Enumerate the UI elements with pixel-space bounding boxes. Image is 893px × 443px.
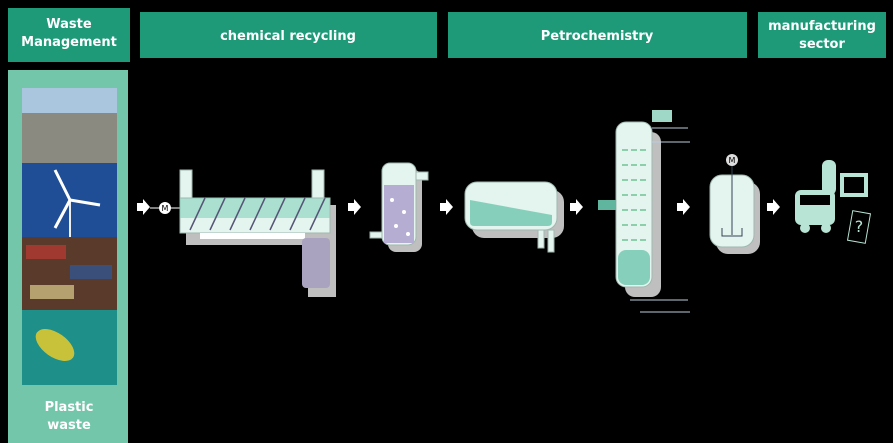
car <box>70 265 112 279</box>
car <box>26 245 66 259</box>
process-diagram: Waste Management chemical recycling Petr… <box>0 0 893 443</box>
photo-sky <box>22 88 117 113</box>
motor-label: M <box>729 156 736 165</box>
header-text: sector <box>799 37 845 52</box>
header-text: Waste <box>46 17 92 32</box>
header-text: Management <box>21 35 117 50</box>
header-text: Petrochemistry <box>541 29 654 44</box>
source-text: waste <box>47 418 91 433</box>
source-text: Plastic <box>45 400 94 415</box>
header-text: manufacturing <box>768 19 876 34</box>
question-mark: ? <box>855 217 864 236</box>
header-text: chemical recycling <box>220 29 356 44</box>
motor-label: M <box>162 204 169 213</box>
car <box>30 285 74 299</box>
